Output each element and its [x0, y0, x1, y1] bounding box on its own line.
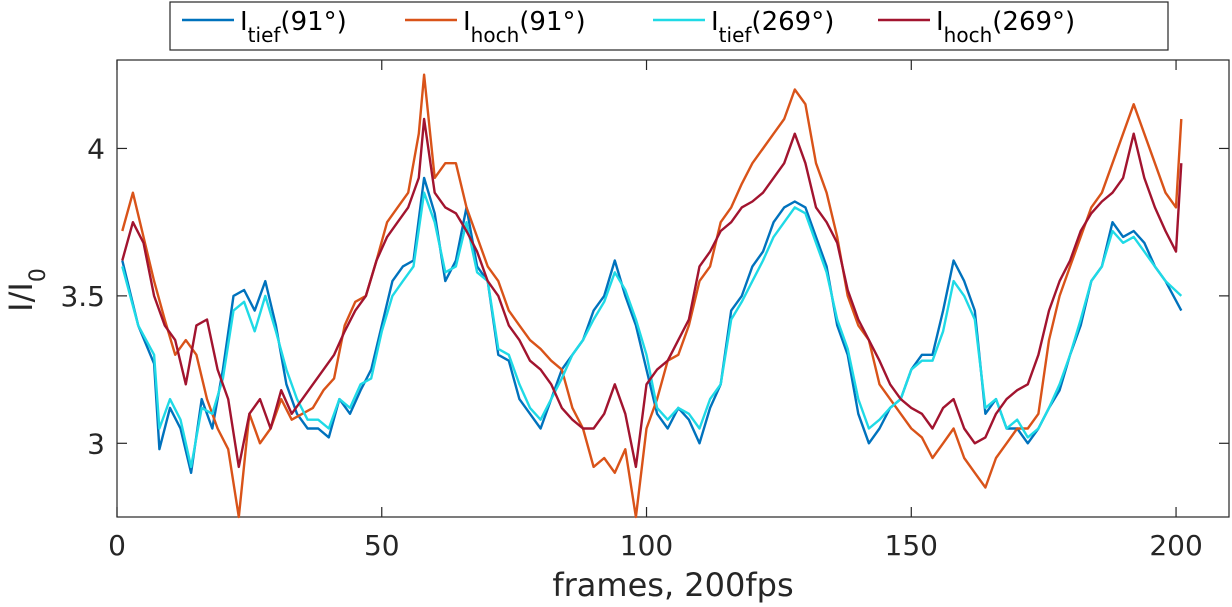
y-axis-label-sub: 0	[26, 268, 51, 282]
y-tick-label: 3.5	[60, 280, 105, 313]
x-axis-label: frames, 200fps	[552, 566, 793, 604]
legend-label-3: Itief(269°)	[711, 7, 834, 47]
y-axis-label: I/I0	[2, 268, 51, 312]
series-line-4	[121, 117, 1183, 469]
series-line-3	[121, 191, 1183, 469]
legend-label-2: Ihoch(91°)	[463, 7, 586, 47]
axes-box	[116, 59, 1230, 518]
legend-label-1: Itief(91°)	[240, 7, 347, 47]
y-ticks: 33.54	[60, 132, 1229, 460]
plot-area: 0 50 100 150 200 33.54	[60, 59, 1230, 562]
y-tick-label: 4	[87, 132, 105, 165]
legend-label-4: Ihoch(269°)	[936, 7, 1075, 47]
x-tick-label: 0	[108, 529, 126, 562]
legend: Itief(91°) Ihoch(91°) Itief(269°) Ihoch(269…	[169, 1, 1169, 51]
y-tick-label: 3	[87, 427, 105, 460]
x-tick-label: 150	[885, 529, 938, 562]
series-layer	[121, 73, 1183, 519]
x-ticks: 0 50 100 150 200	[108, 60, 1203, 562]
legend-box	[169, 1, 1169, 51]
series-line-2	[121, 73, 1183, 519]
x-tick-label: 50	[364, 529, 400, 562]
y-axis-label-base: I/I	[2, 282, 40, 312]
x-tick-label: 200	[1149, 529, 1202, 562]
x-tick-label: 100	[620, 529, 673, 562]
